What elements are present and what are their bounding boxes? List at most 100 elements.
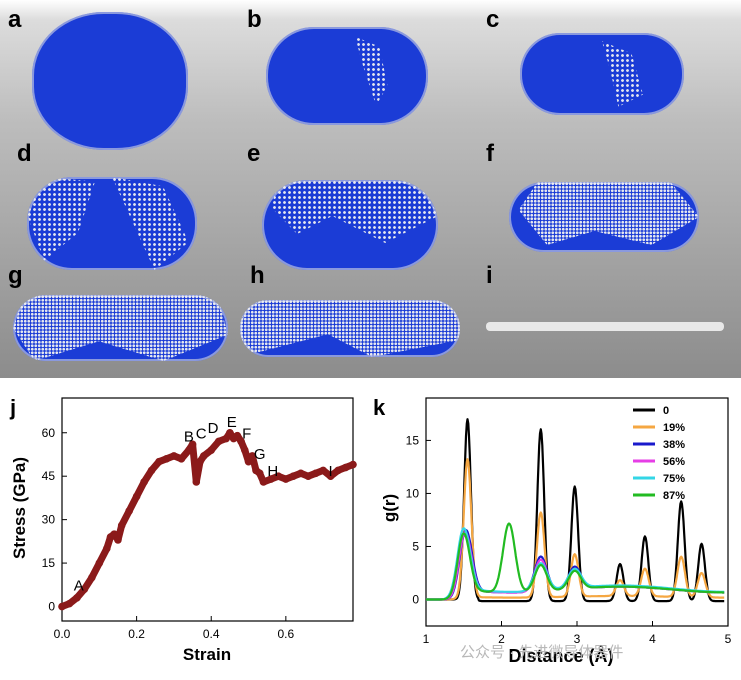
point-label-E: E xyxy=(227,414,237,431)
data-point xyxy=(95,559,104,567)
rdf-chart: k 1 2 3 4 5 0 5 10 15 0 19% 38% 56% 75% 87% Distance (… xyxy=(373,395,732,666)
y-tick-label: 45 xyxy=(42,469,56,483)
y-axis-label: g(r) xyxy=(380,494,399,522)
x-tick-label: 0.6 xyxy=(278,627,295,641)
atom-snapshot-f xyxy=(509,182,699,252)
y-tick-label: 15 xyxy=(42,556,56,570)
point-label-B: B xyxy=(184,428,194,445)
y-tick-label: 10 xyxy=(406,486,420,500)
stress-strain-curve xyxy=(58,429,357,610)
data-point xyxy=(162,455,171,463)
data-point xyxy=(155,457,163,466)
legend-label: 38% xyxy=(663,439,685,451)
panel-label-d: d xyxy=(17,140,32,167)
legend-label: 87% xyxy=(663,490,685,502)
data-point xyxy=(65,599,74,608)
data-point xyxy=(214,437,223,446)
data-point xyxy=(226,428,234,437)
legend-label: 0 xyxy=(663,405,669,417)
x-tick-label: 1 xyxy=(423,632,430,646)
data-point xyxy=(267,475,275,483)
legend-label: 19% xyxy=(663,422,685,434)
x-tick-label: 4 xyxy=(649,632,656,646)
data-point xyxy=(110,530,119,538)
x-tick-label: 0.2 xyxy=(128,627,145,641)
rdf-series-87pct xyxy=(425,522,725,601)
panel-label-i: i xyxy=(486,262,493,289)
data-point xyxy=(282,475,290,483)
atom-snapshot-h xyxy=(240,300,460,357)
data-point xyxy=(125,507,133,515)
data-point xyxy=(319,466,327,475)
y-tick-label: 0 xyxy=(48,600,55,614)
panel-label-c: c xyxy=(486,6,500,33)
data-point xyxy=(289,472,298,480)
x-axis-label: Distance (Å) xyxy=(508,646,613,666)
data-point xyxy=(326,472,335,480)
data-point xyxy=(114,536,122,544)
data-point xyxy=(349,460,357,469)
atom-snapshot-a xyxy=(32,12,188,150)
atom-snapshot-i xyxy=(486,322,724,331)
watermark-text: 公众号 · 先进微导体器件 xyxy=(460,644,624,661)
data-point xyxy=(192,478,201,486)
chart-panel-label-k: k xyxy=(373,395,386,420)
data-point xyxy=(73,594,81,602)
panel-label-e: e xyxy=(247,140,261,167)
data-point xyxy=(140,478,148,486)
point-label-I: I xyxy=(329,463,333,480)
legend-label: 75% xyxy=(663,473,685,485)
panel-label-h: h xyxy=(250,262,265,289)
data-point xyxy=(117,521,126,530)
data-point xyxy=(259,478,268,486)
data-point xyxy=(334,466,342,475)
data-point xyxy=(188,440,197,449)
y-axis-label: Stress (GPa) xyxy=(10,457,29,559)
data-point xyxy=(58,602,66,611)
data-point xyxy=(296,469,305,478)
data-point xyxy=(248,452,257,460)
point-label-A: A xyxy=(74,578,84,595)
atom-snapshot-c xyxy=(520,33,684,115)
point-label-G: G xyxy=(254,446,266,463)
y-tick-label: 0 xyxy=(412,592,419,606)
data-point xyxy=(311,469,320,478)
data-point xyxy=(255,469,264,478)
point-label-D: D xyxy=(208,420,219,437)
data-point xyxy=(241,446,249,454)
data-point xyxy=(304,472,313,480)
point-label-C: C xyxy=(196,426,207,443)
data-point xyxy=(80,585,89,593)
atom-snapshot-d xyxy=(27,177,197,270)
atom-snapshot-e xyxy=(262,180,438,270)
panel-label-g: g xyxy=(8,262,23,289)
data-point xyxy=(237,437,245,446)
x-tick-label: 2 xyxy=(498,632,505,646)
y-tick-label: 15 xyxy=(406,433,420,447)
data-point xyxy=(207,446,216,454)
x-tick-label: 0.4 xyxy=(203,627,220,641)
x-tick-label: 5 xyxy=(725,632,732,646)
data-point xyxy=(274,472,283,480)
plot-frame xyxy=(61,397,354,622)
data-point xyxy=(196,457,204,466)
y-tick-label: 60 xyxy=(42,426,56,440)
data-point xyxy=(170,452,178,460)
legend-label: 56% xyxy=(663,456,685,468)
data-point xyxy=(147,466,156,475)
data-point xyxy=(177,455,186,463)
data-point xyxy=(185,446,193,454)
x-tick-label: 0.0 xyxy=(54,627,71,641)
data-point xyxy=(244,457,253,466)
x-tick-label: 3 xyxy=(574,632,581,646)
y-tick-label: 30 xyxy=(42,513,56,527)
atomic-snapshots-panel: a b c d e f g h i xyxy=(0,0,741,378)
atom-snapshot-g xyxy=(13,295,228,361)
panel-label-b: b xyxy=(247,6,262,33)
data-point xyxy=(88,573,96,582)
data-point xyxy=(233,431,242,440)
data-point xyxy=(102,544,111,553)
point-label-H: H xyxy=(267,463,278,480)
atom-snapshot-b xyxy=(266,27,428,125)
